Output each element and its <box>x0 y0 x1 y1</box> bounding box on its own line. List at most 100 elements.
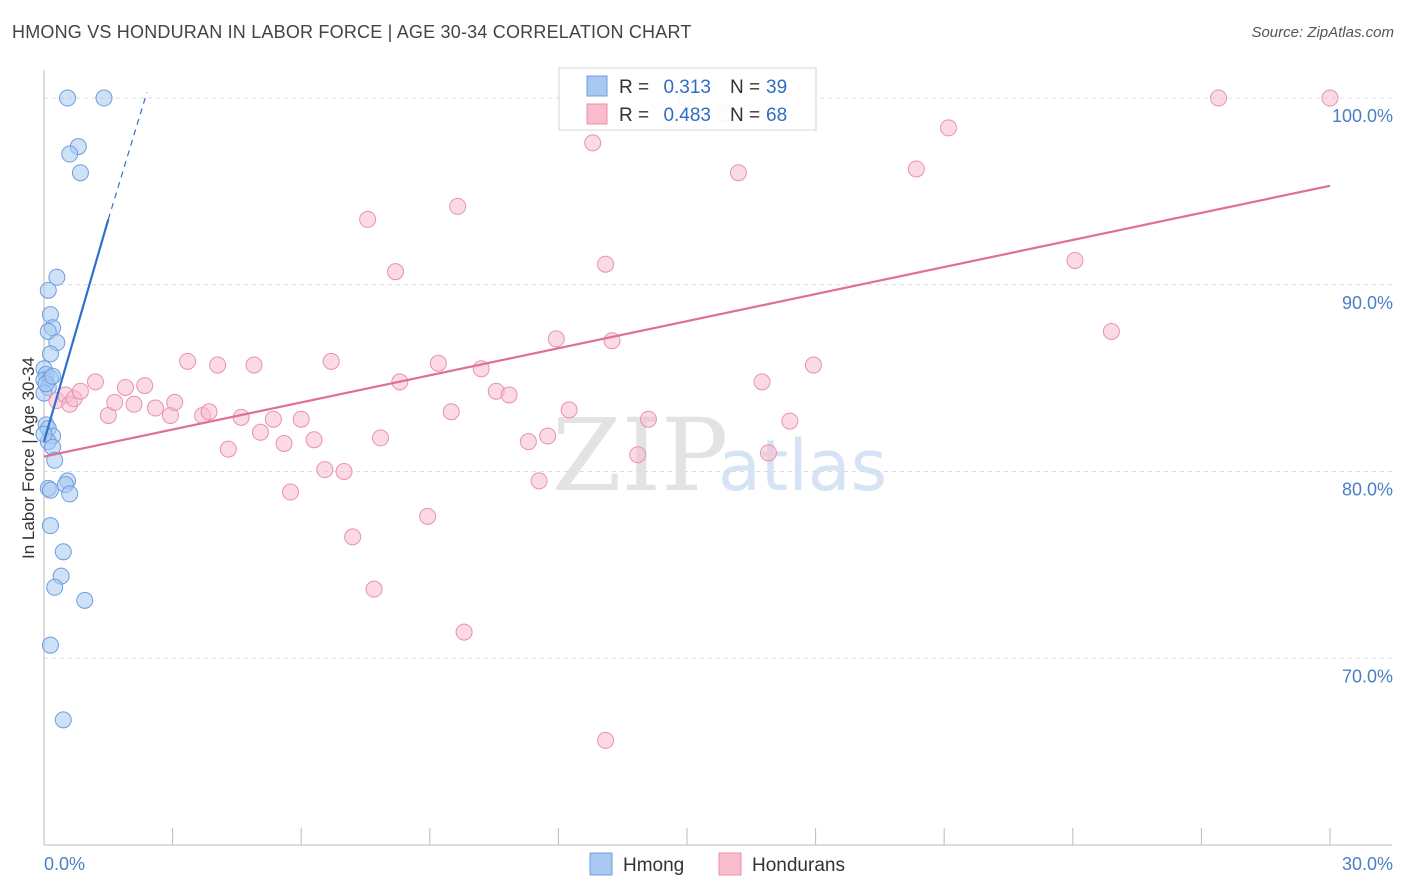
x-tick-label: 30.0% <box>1342 854 1393 874</box>
hondurans-point <box>305 431 323 449</box>
legend-n-label: N = <box>730 105 760 126</box>
hondurans-point <box>629 446 647 464</box>
legend-r-value: 0.313 <box>663 77 711 98</box>
y-tick-label: 80.0% <box>1342 480 1393 500</box>
hondurans-point <box>419 507 437 525</box>
hmong-point <box>59 89 77 107</box>
y-axis-title: In Labor Force | Age 30-34 <box>19 357 38 559</box>
hondurans-point <box>166 393 184 411</box>
hondurans-point <box>429 354 447 372</box>
axes <box>43 70 1392 846</box>
tick-labels: 70.0% 80.0% 90.0% 100.0% 0.0% 30.0% <box>44 106 1393 874</box>
hondurans-point <box>1102 322 1120 340</box>
hondurans-point <box>449 197 467 215</box>
hondurans-point <box>264 410 282 428</box>
hondurans-point <box>781 412 799 430</box>
hondurans-point <box>939 119 957 137</box>
legend-r-label: R = <box>619 77 649 98</box>
legend-n-value: 68 <box>766 105 787 126</box>
hmong-point <box>61 145 79 163</box>
hmong-point <box>48 268 66 286</box>
hmong-point <box>46 451 64 469</box>
hondurans-point <box>106 393 124 411</box>
watermark-atlas: atlas <box>718 425 887 507</box>
hondurans-point <box>804 356 822 374</box>
hondurans-series-label: Hondurans <box>752 855 845 876</box>
hondurans-point <box>1210 89 1228 107</box>
hmong-point <box>44 367 62 385</box>
hondurans-point <box>1066 251 1084 269</box>
hmong-point <box>41 636 59 654</box>
hondurans-point <box>1321 89 1339 107</box>
hondurans-point <box>281 483 299 501</box>
trend-lines <box>42 92 1331 458</box>
hondurans-point <box>179 352 197 370</box>
hondurans-legend-swatch <box>586 103 608 125</box>
hmong-trend-extension <box>107 92 148 220</box>
hondurans-point <box>251 423 269 441</box>
hondurans-point <box>597 731 615 749</box>
hondurans-point <box>365 580 383 598</box>
hmong-point <box>71 164 89 182</box>
hmong-point <box>46 578 64 596</box>
hondurans-point <box>387 263 405 281</box>
hondurans-point <box>539 427 557 445</box>
hmong-point <box>39 281 57 299</box>
hondurans-point <box>344 528 362 546</box>
hmong-legend-swatch <box>586 75 608 97</box>
hondurans-point <box>125 395 143 413</box>
hondurans-point <box>116 378 134 396</box>
stats-legend: R = 0.313 N = 39 R = 0.483 N = 68 <box>558 67 817 131</box>
chart-title: HMONG VS HONDURAN IN LABOR FORCE | AGE 3… <box>12 22 692 42</box>
chart-source: Source: ZipAtlas.com <box>1251 24 1394 41</box>
hmong-point <box>54 543 72 561</box>
hondurans-point <box>322 352 340 370</box>
legend-n-value: 39 <box>766 77 787 98</box>
hmong-point <box>76 591 94 609</box>
hmong-point <box>95 89 113 107</box>
hondurans-point <box>316 461 334 479</box>
hmong-series-label: Hmong <box>623 855 684 876</box>
hondurans-point <box>584 134 602 152</box>
hmong-point <box>41 481 59 499</box>
y-tick-label: 100.0% <box>1332 106 1393 126</box>
hmong-point <box>39 322 57 340</box>
hondurans-point <box>759 444 777 462</box>
hondurans-point <box>209 356 227 374</box>
hmong-point <box>54 711 72 729</box>
hondurans-point <box>907 160 925 178</box>
y-tick-label: 90.0% <box>1342 293 1393 313</box>
x-tick-label: 0.0% <box>44 854 85 874</box>
legend-r-label: R = <box>619 105 649 126</box>
hmong-series-swatch <box>589 852 613 876</box>
hondurans-point <box>146 399 164 417</box>
gridlines <box>44 97 1392 659</box>
hmong-point <box>41 345 59 363</box>
hondurans-point <box>359 210 377 228</box>
legend-n-label: N = <box>730 77 760 98</box>
hondurans-point <box>455 623 473 641</box>
data-points <box>35 89 1339 749</box>
hmong-trend-line <box>42 219 110 442</box>
hondurans-series-swatch <box>718 852 742 876</box>
hondurans-point <box>86 373 104 391</box>
hondurans-point <box>519 433 537 451</box>
hondurans-point <box>753 373 771 391</box>
hondurans-point <box>71 382 89 400</box>
hondurans-point <box>292 410 310 428</box>
hondurans-point <box>245 356 263 374</box>
hondurans-point <box>219 440 237 458</box>
hondurans-point <box>136 377 154 395</box>
hondurans-point <box>500 386 518 404</box>
hondurans-point <box>547 330 565 348</box>
hondurans-point <box>275 434 293 452</box>
hondurans-point <box>639 410 657 428</box>
watermark: ZIP atlas <box>552 397 887 514</box>
hondurans-point <box>372 429 390 447</box>
hondurans-trend-line <box>43 184 1331 458</box>
hondurans-point <box>530 472 548 490</box>
hondurans-point <box>335 463 353 481</box>
hondurans-point <box>442 403 460 421</box>
hondurans-point <box>200 403 218 421</box>
